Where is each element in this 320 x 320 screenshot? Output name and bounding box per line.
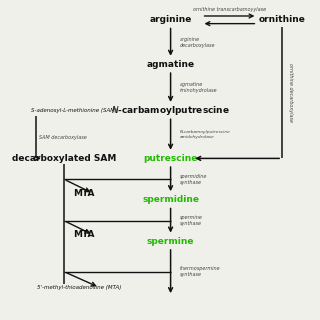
Text: S-adenosyl-L-methionine (SAM): S-adenosyl-L-methionine (SAM) (31, 108, 117, 113)
Text: MTA: MTA (73, 230, 95, 239)
Text: ornithine decarboxylase: ornithine decarboxylase (288, 63, 293, 122)
Text: agmatine
iminohydrolase: agmatine iminohydrolase (180, 82, 218, 93)
Text: MTA: MTA (73, 189, 95, 198)
Text: spermine
synthase: spermine synthase (180, 215, 203, 226)
Text: 5'-methyl-thioadenosine (MTA): 5'-methyl-thioadenosine (MTA) (37, 285, 122, 290)
Text: spermidine
synthase: spermidine synthase (180, 174, 207, 185)
Text: N-carbamoylputrescine
amidohydrolase: N-carbamoylputrescine amidohydrolase (180, 130, 231, 139)
Text: decarboxylated SAM: decarboxylated SAM (12, 154, 116, 163)
Text: spermidine: spermidine (142, 195, 199, 204)
Text: $N$-carbamoylputrescine: $N$-carbamoylputrescine (111, 104, 230, 117)
Text: arginine: arginine (149, 15, 192, 24)
Text: SAM decarboxylase: SAM decarboxylase (39, 135, 87, 140)
Text: thermospermine
synthase: thermospermine synthase (180, 266, 220, 277)
Text: putrescine: putrescine (143, 154, 198, 163)
Text: ornithine transcarbamoyylase: ornithine transcarbamoyylase (193, 7, 266, 12)
Text: spermine: spermine (147, 237, 194, 246)
Text: arginine
decarboxylase: arginine decarboxylase (180, 37, 215, 47)
Text: ornithine: ornithine (259, 15, 306, 24)
Text: agmatine: agmatine (147, 60, 195, 69)
